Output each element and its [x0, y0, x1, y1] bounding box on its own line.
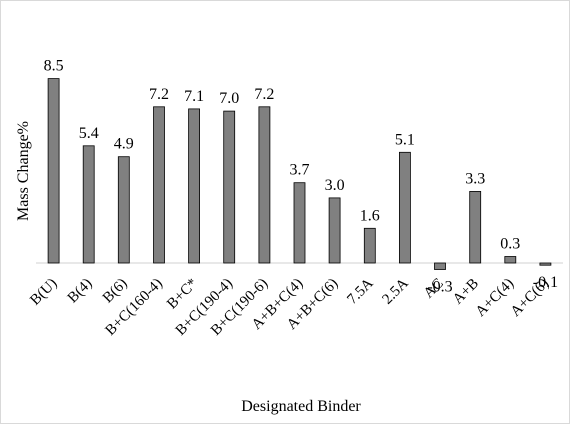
bar [363, 227, 376, 264]
data-label: 3.0 [325, 177, 345, 194]
data-label: 3.7 [290, 162, 310, 179]
bar [153, 106, 165, 264]
data-label: 4.9 [114, 136, 134, 153]
x-tick-label: B(U) [27, 276, 60, 309]
bar [47, 78, 60, 264]
y-axis-label: Mass Change% [15, 121, 32, 221]
bar [223, 110, 236, 264]
bar [117, 156, 130, 264]
bar [328, 197, 341, 264]
bar [82, 145, 95, 264]
data-label: 1.6 [360, 207, 380, 224]
bar [434, 262, 446, 270]
data-label: -0.1 [533, 274, 558, 291]
bar [398, 151, 411, 264]
data-label: 5.4 [79, 125, 99, 142]
data-label: 7.2 [149, 86, 169, 103]
x-tick-label: A+C(6) [508, 276, 552, 320]
x-tick-label: A+C(4) [473, 276, 517, 320]
data-label: 7.2 [254, 86, 274, 103]
data-label: -0.3 [427, 279, 452, 296]
bar [258, 106, 271, 264]
bar [188, 108, 201, 264]
x-tick-label: 7.5A [344, 275, 376, 307]
x-tick-label: B(6) [100, 276, 131, 307]
data-label: 7.1 [184, 88, 204, 105]
bar [504, 256, 517, 264]
data-label: 0.3 [500, 236, 520, 253]
x-axis-label: Designated Binder [241, 398, 361, 415]
bar [539, 262, 552, 266]
bar [293, 182, 306, 264]
data-label: 5.1 [395, 131, 415, 148]
x-tick-label: B(4) [65, 276, 96, 307]
data-label: 7.0 [219, 90, 239, 107]
data-label: 3.3 [465, 170, 485, 187]
bar [469, 190, 482, 264]
x-tick-label: 2.5A [379, 275, 411, 307]
data-label: 8.5 [44, 58, 64, 75]
